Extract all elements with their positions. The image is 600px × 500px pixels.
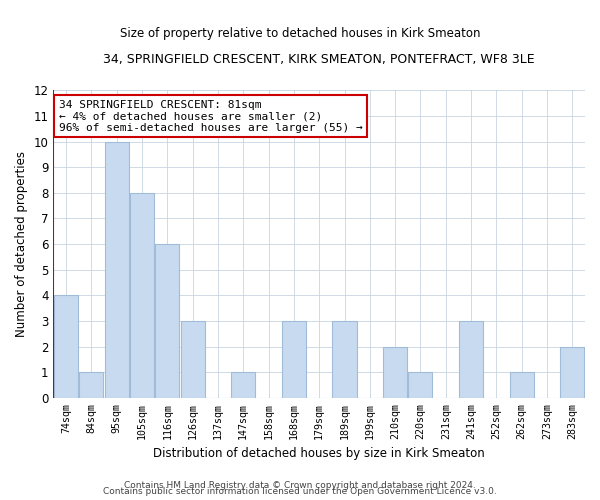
Text: Contains HM Land Registry data © Crown copyright and database right 2024.: Contains HM Land Registry data © Crown c… <box>124 481 476 490</box>
X-axis label: Distribution of detached houses by size in Kirk Smeaton: Distribution of detached houses by size … <box>154 447 485 460</box>
Bar <box>54 296 78 398</box>
Bar <box>282 321 306 398</box>
Bar <box>79 372 103 398</box>
Text: Size of property relative to detached houses in Kirk Smeaton: Size of property relative to detached ho… <box>120 28 480 40</box>
Text: 34 SPRINGFIELD CRESCENT: 81sqm
← 4% of detached houses are smaller (2)
96% of se: 34 SPRINGFIELD CRESCENT: 81sqm ← 4% of d… <box>59 100 362 132</box>
Text: Contains public sector information licensed under the Open Government Licence v3: Contains public sector information licen… <box>103 488 497 496</box>
Title: 34, SPRINGFIELD CRESCENT, KIRK SMEATON, PONTEFRACT, WF8 3LE: 34, SPRINGFIELD CRESCENT, KIRK SMEATON, … <box>103 52 535 66</box>
Bar <box>560 346 584 398</box>
Bar <box>104 142 129 398</box>
Bar <box>181 321 205 398</box>
Bar <box>409 372 433 398</box>
Bar <box>332 321 356 398</box>
Bar <box>383 346 407 398</box>
Bar <box>130 193 154 398</box>
Bar <box>509 372 534 398</box>
Y-axis label: Number of detached properties: Number of detached properties <box>15 151 28 337</box>
Bar <box>231 372 255 398</box>
Bar <box>459 321 483 398</box>
Bar <box>155 244 179 398</box>
